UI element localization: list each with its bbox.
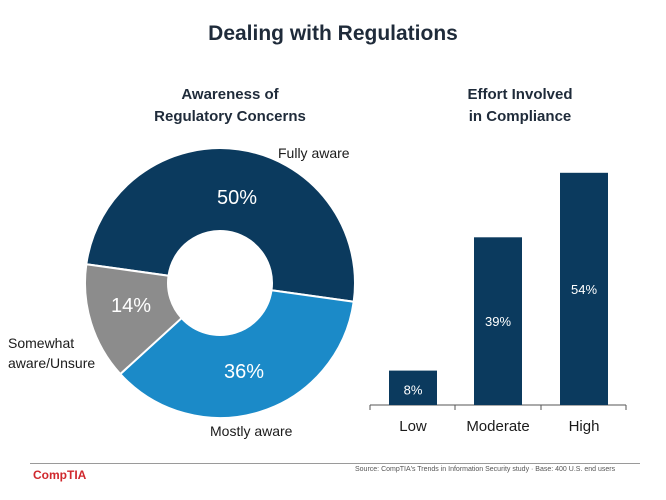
donut-category-label: Fully aware	[278, 145, 350, 161]
bar-value-label: 8%	[404, 383, 423, 398]
donut-value-label: 14%	[111, 295, 151, 317]
donut-category-label: Mostly aware	[210, 423, 293, 439]
bar-high	[560, 172, 608, 405]
bar-chart-title: Effort Involved in Compliance	[400, 84, 640, 128]
donut-title-line-2: Regulatory Concerns	[154, 108, 306, 125]
donut-value-label: 50%	[217, 187, 257, 209]
bar-title-line-2: in Compliance	[468, 108, 572, 125]
donut-title-line-1: Awareness of	[181, 86, 279, 103]
bar-title-line-1: Effort Involved	[467, 86, 573, 103]
x-tick-label: Moderate	[466, 418, 529, 435]
donut-chart-title: Awareness of Regulatory Concerns	[100, 84, 360, 128]
footer-divider	[30, 463, 640, 464]
donut-slice-fully-aware	[85, 147, 356, 303]
donut-value-label: 36%	[224, 361, 264, 383]
page-title: Dealing with Regulations	[208, 22, 458, 45]
bar-moderate	[474, 237, 522, 405]
donut-slice-mostly-aware	[118, 289, 355, 419]
donut-slice-somewhat-aware-unsure	[84, 263, 184, 376]
comptia-logo: CompTIA	[33, 468, 87, 482]
x-tick-label: High	[569, 418, 600, 435]
source-note: Source: CompTIA's Trends in Information …	[355, 466, 616, 473]
donut-category-label: Somewhat	[8, 335, 74, 351]
bar-value-label: 39%	[485, 314, 511, 329]
donut-category-label: aware/Unsure	[8, 355, 95, 371]
bar-low	[389, 370, 437, 405]
bar-value-label: 54%	[571, 282, 597, 297]
x-tick-label: Low	[399, 418, 427, 435]
